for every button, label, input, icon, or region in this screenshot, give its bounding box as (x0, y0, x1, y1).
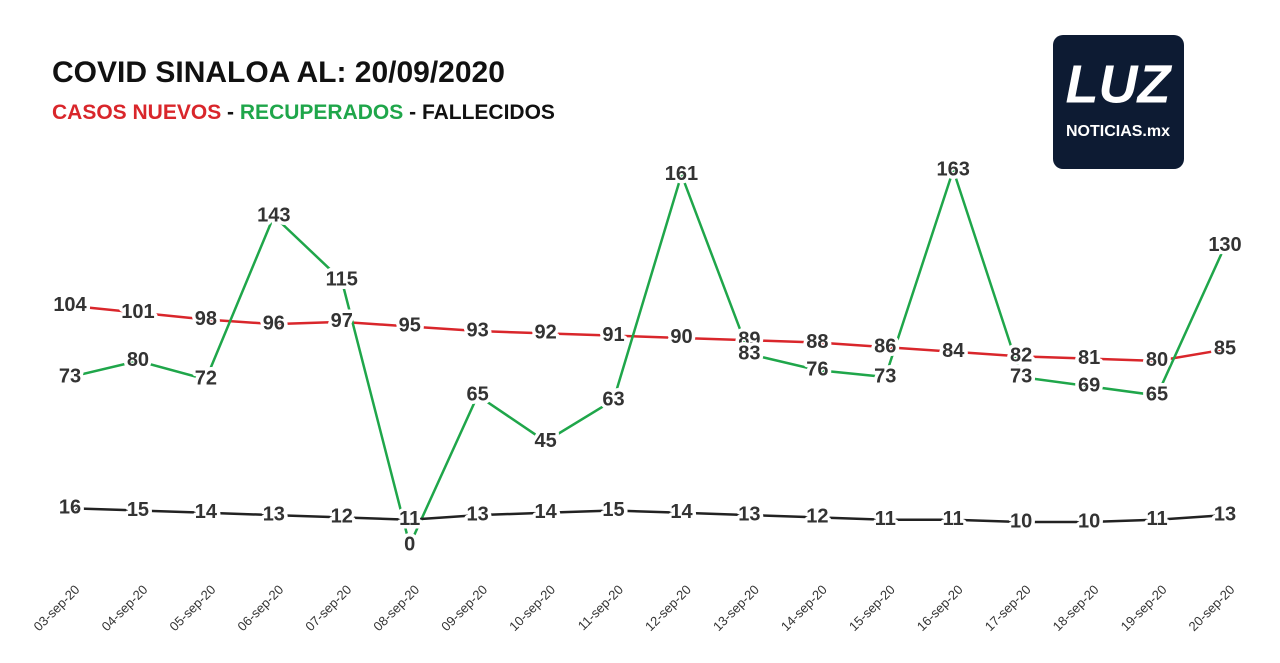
data-label: 12 (331, 506, 353, 528)
data-label: 98 (195, 308, 217, 330)
data-label: 130 (1208, 234, 1241, 256)
data-label: 163 (937, 158, 970, 180)
data-label: 11 (875, 508, 896, 530)
data-label: 12 (806, 506, 828, 528)
data-label: 101 (121, 301, 154, 323)
data-label: 13 (263, 503, 285, 525)
data-label: 104 (53, 294, 87, 316)
data-label: 82 (1010, 345, 1032, 367)
x-tick-label: 06-sep-20 (234, 582, 286, 634)
data-label: 72 (195, 368, 217, 390)
data-label: 97 (331, 310, 353, 332)
series-line (69, 506, 1226, 524)
data-label: 92 (534, 322, 556, 344)
data-label: 88 (806, 331, 828, 353)
data-label: 14 (670, 501, 693, 523)
data-label: 13 (738, 503, 760, 525)
x-tick-label: 16-sep-20 (914, 582, 966, 634)
x-tick-label: 11-sep-20 (575, 582, 626, 633)
x-tick-label: 10-sep-20 (506, 582, 558, 634)
logo: LUZ NOTICIAS.mx (1053, 35, 1184, 169)
x-tick-label: 14-sep-20 (778, 582, 830, 634)
data-label: 91 (602, 324, 624, 346)
data-label: 83 (738, 342, 760, 364)
logo-brand: LUZ (1066, 54, 1173, 114)
data-label: 65 (467, 384, 489, 406)
data-label: 11 (1146, 508, 1167, 530)
data-label: 15 (127, 499, 149, 521)
legend-entry: FALLECIDOS (422, 101, 555, 124)
data-label: 11 (399, 508, 420, 530)
x-tick-label: 09-sep-20 (438, 582, 490, 634)
data-label: 143 (257, 204, 290, 226)
x-tick-label: 08-sep-20 (370, 582, 422, 634)
data-label: 90 (670, 326, 692, 348)
x-tick-label: 03-sep-20 (31, 582, 83, 634)
legend-entry: RECUPERADOS (240, 101, 403, 124)
legend-separator: - (409, 101, 416, 124)
series-line (69, 304, 1226, 363)
data-label: 161 (665, 163, 698, 185)
data-label: 13 (1214, 503, 1236, 525)
x-tick-label: 20-sep-20 (1186, 582, 1238, 634)
data-label: 11 (943, 508, 964, 530)
legend-entry: CASOS NUEVOS (52, 101, 221, 124)
x-tick-label: 13-sep-20 (710, 582, 762, 634)
data-label: 65 (1146, 384, 1168, 406)
data-label: 0 (404, 533, 415, 555)
data-label: 73 (59, 365, 81, 387)
data-label: 63 (602, 388, 624, 410)
data-label: 14 (534, 501, 557, 523)
data-label: 85 (1214, 338, 1236, 360)
x-tick-label: 05-sep-20 (166, 582, 218, 634)
data-label: 80 (127, 349, 149, 371)
data-label: 89 (738, 329, 760, 351)
data-label: 86 (874, 335, 896, 357)
data-label: 95 (399, 315, 421, 337)
chart-title: COVID SINALOA AL: 20/09/2020 (52, 56, 505, 89)
data-label: 73 (874, 365, 896, 387)
data-label: 15 (602, 499, 624, 521)
x-tick-label: 04-sep-20 (98, 582, 150, 634)
data-label: 73 (1010, 365, 1032, 387)
data-label: 69 (1078, 375, 1100, 397)
data-label: 14 (195, 501, 218, 523)
legend: CASOS NUEVOS - RECUPERADOS - FALLECIDOS (52, 101, 555, 124)
x-tick-label: 17-sep-20 (982, 582, 1034, 634)
data-label: 76 (806, 358, 828, 380)
data-label: 84 (942, 340, 965, 362)
x-tick-label: 15-sep-20 (846, 582, 898, 634)
x-tick-label: 18-sep-20 (1050, 582, 1102, 634)
data-label: 16 (59, 496, 81, 518)
data-label: 10 (1010, 510, 1032, 532)
data-label: 96 (263, 312, 285, 334)
data-label: 13 (467, 503, 489, 525)
series-line (69, 165, 1227, 549)
logo-tagline: NOTICIAS.mx (1066, 123, 1170, 140)
data-label: 93 (467, 319, 489, 341)
legend-separator: - (227, 101, 234, 124)
x-tick-label: 19-sep-20 (1118, 582, 1170, 634)
logo-box (1053, 35, 1184, 169)
data-label: 81 (1078, 347, 1100, 369)
data-label: 10 (1078, 510, 1100, 532)
data-label: 45 (534, 430, 556, 452)
x-tick-label: 07-sep-20 (302, 582, 354, 634)
x-tick-label: 12-sep-20 (642, 582, 694, 634)
data-label: 80 (1146, 349, 1168, 371)
data-label: 115 (326, 269, 358, 291)
